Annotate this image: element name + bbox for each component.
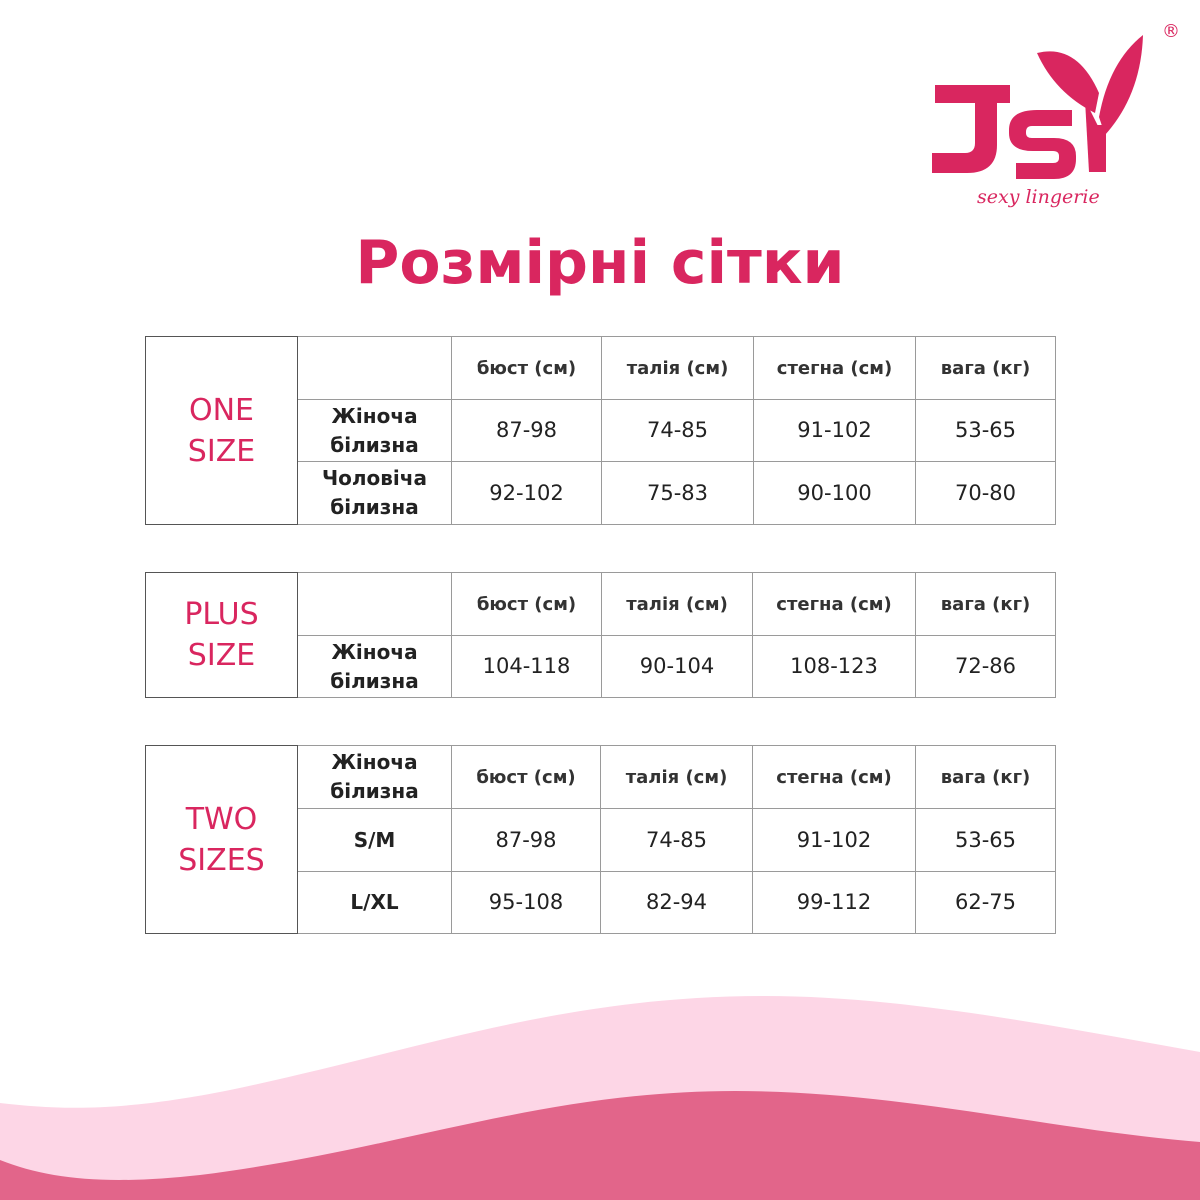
value-cell: 75-83 [601, 461, 754, 525]
header-bust: бюст (см) [451, 336, 602, 400]
value-cell: 99-112 [752, 871, 916, 934]
table-row: Жіноча білизна 87-98 74-85 91-102 53-65 [146, 399, 1056, 462]
table-row: S/M 87-98 74-85 91-102 53-65 [146, 808, 1056, 872]
empty-header-cell [297, 336, 452, 400]
page-title: Розмірні сітки [355, 228, 845, 298]
jsy-logo: ® sexy lingerie [932, 21, 1180, 208]
value-cell: 91-102 [752, 808, 916, 872]
value-cell: 108-123 [752, 635, 916, 698]
value-cell: 104-118 [451, 635, 602, 698]
header-weight: вага (кг) [915, 745, 1056, 809]
registered-mark: ® [1162, 21, 1180, 42]
value-cell: 62-75 [915, 871, 1056, 934]
value-cell: 53-65 [915, 399, 1056, 462]
row-label: S/M [297, 808, 452, 872]
header-waist: талія (см) [600, 745, 753, 809]
value-cell: 91-102 [753, 399, 916, 462]
value-cell: 87-98 [451, 399, 602, 462]
two-sizes-table: TWO SIZES Жіноча білизна бюст (см) талія (… [145, 745, 1056, 934]
header-hips: стегна (см) [752, 572, 916, 636]
value-cell: 95-108 [451, 871, 601, 934]
table-row: L/XL 95-108 82-94 99-112 62-75 [146, 871, 1056, 934]
one-size-table: ONE SIZE бюст (см) талія (см) стегна (см)… [145, 336, 1056, 525]
group-label: ONE SIZE [145, 336, 298, 525]
header-hips: стегна (см) [752, 745, 916, 809]
dark-wave [0, 1091, 1200, 1200]
value-cell: 82-94 [600, 871, 753, 934]
value-cell: 74-85 [600, 808, 753, 872]
header-waist: талія (см) [601, 336, 754, 400]
row-label: Чоловіча білизна [297, 461, 452, 525]
header-weight: вага (кг) [915, 572, 1056, 636]
group-label: TWO SIZES [145, 745, 298, 934]
logo-tagline: sexy lingerie [977, 186, 1100, 208]
decorative-waves [0, 996, 1200, 1200]
value-cell: 87-98 [451, 808, 601, 872]
value-cell: 72-86 [915, 635, 1056, 698]
group-label: PLUS SIZE [145, 572, 298, 698]
value-cell: 74-85 [601, 399, 754, 462]
header-waist: талія (см) [601, 572, 753, 636]
row-label: L/XL [297, 871, 452, 934]
header-bust: бюст (см) [451, 745, 601, 809]
plus-size-table: PLUS SIZE бюст (см) талія (см) стегна (см… [145, 572, 1056, 698]
value-cell: 70-80 [915, 461, 1056, 525]
row-label: Жіноча білизна [297, 635, 452, 698]
value-cell: 90-100 [753, 461, 916, 525]
value-cell: 90-104 [601, 635, 753, 698]
header-bust: бюст (см) [451, 572, 602, 636]
header-weight: вага (кг) [915, 336, 1056, 400]
header-label: Жіноча білизна [297, 745, 452, 809]
value-cell: 92-102 [451, 461, 602, 525]
table-row: Чоловіча білизна 92-102 75-83 90-100 70-8… [146, 461, 1056, 525]
value-cell: 53-65 [915, 808, 1056, 872]
header-hips: стегна (см) [753, 336, 916, 400]
empty-header-cell [297, 572, 452, 636]
row-label: Жіноча білизна [297, 399, 452, 462]
table-row: Жіноча білизна 104-118 90-104 108-123 72-… [146, 635, 1056, 698]
